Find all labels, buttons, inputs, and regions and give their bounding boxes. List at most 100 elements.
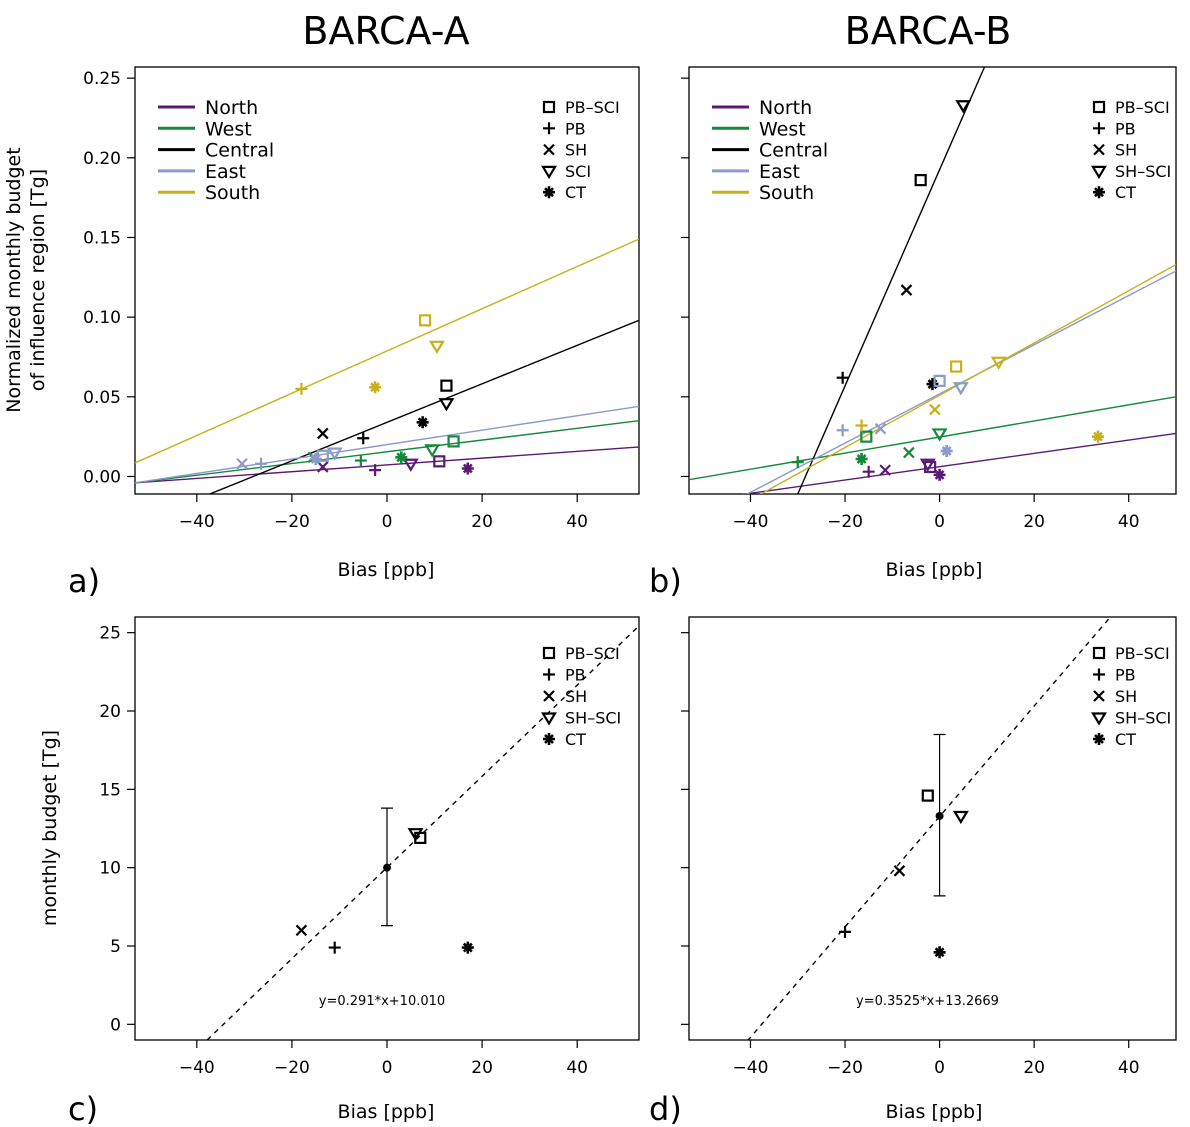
fit-line-south — [135, 238, 639, 464]
point-tri-shape — [407, 828, 424, 842]
x-tick-label: 20 — [471, 512, 493, 532]
point-west-ast-shape — [395, 451, 408, 464]
point-east-x-shape — [874, 422, 887, 435]
legend-marker-0-shape — [542, 646, 556, 660]
legend-marker-label-2: SH — [1115, 141, 1137, 160]
legend-marker-1-shape — [1093, 122, 1105, 135]
point-south-plus — [295, 382, 308, 395]
point-west-plus — [354, 454, 367, 467]
title-barca-b: BARCA-B — [845, 9, 1012, 53]
point-tri-shape — [952, 810, 969, 825]
y-tick-label: 0.25 — [83, 69, 121, 89]
point-east-plus — [255, 457, 267, 470]
x-tick-label: 40 — [566, 512, 588, 532]
legend-marker-2-shape — [1093, 143, 1105, 156]
legend-marker-label-2: SH — [565, 687, 587, 706]
point-west-tri-shape — [424, 444, 441, 458]
legend-marker-label-0: PB–SCI — [1115, 644, 1170, 663]
x-tick-label: −40 — [179, 1058, 215, 1078]
legend-marker-0 — [1092, 646, 1106, 660]
point-plus-shape — [328, 941, 341, 954]
x-tick-label: −40 — [733, 1058, 769, 1078]
legend-marker-1-shape — [543, 122, 555, 135]
point-central-sq-shape — [440, 379, 453, 392]
legend-marker-3-shape — [1091, 712, 1107, 726]
x-axis-label: Bias [ppb] — [886, 1101, 983, 1123]
legend-marker-2 — [1093, 690, 1105, 702]
legend-label-west: West — [205, 118, 252, 140]
point-south-tri — [990, 356, 1007, 370]
legend-marker-label-4: CT — [1115, 730, 1136, 749]
point-north-x — [879, 464, 891, 476]
legend-label-east: East — [205, 161, 246, 183]
legend-marker-4-shape — [543, 733, 555, 745]
legend-label-south: South — [759, 182, 814, 204]
legend-marker-0-shape — [542, 100, 556, 114]
point-east-tri — [952, 382, 969, 396]
legend-marker-4 — [543, 186, 555, 199]
legend-label-north: North — [759, 97, 812, 119]
point-central-sq — [914, 174, 927, 187]
point-north-ast — [461, 462, 474, 475]
point-west-sq — [860, 430, 873, 443]
point-east-tri — [326, 447, 343, 461]
point-north-tri — [402, 458, 419, 472]
x-tick-label: 40 — [1118, 512, 1140, 532]
point-south-tri-shape — [428, 340, 445, 354]
point-west-plus-shape — [791, 456, 804, 469]
point-central-x-shape — [900, 284, 913, 296]
fit-equation: y=0.291*x+10.010 — [319, 994, 445, 1009]
legend-marker-label-2: SH — [565, 141, 587, 160]
legend-marker-label-2: SH — [1115, 687, 1137, 706]
legend-marker-label-1: PB — [565, 119, 586, 138]
point-east-ast — [940, 444, 953, 457]
legend-marker-0 — [542, 100, 556, 114]
point-east-sq — [933, 374, 946, 387]
point-central-ast — [926, 378, 939, 391]
legend-marker-1-shape — [1093, 668, 1105, 681]
x-tick-label: 0 — [382, 1058, 393, 1078]
x-tick-label: −20 — [827, 512, 863, 532]
legend-label-west: West — [759, 118, 806, 140]
plot-area — [747, 617, 1112, 1040]
point-north-x — [317, 461, 329, 473]
legend-label-east: East — [759, 161, 800, 183]
point-west-ast — [395, 451, 408, 464]
legend-marker-3-shape — [1091, 165, 1107, 180]
x-tick-label: −40 — [179, 512, 215, 532]
point-central-tri-shape — [438, 398, 455, 412]
x-tick-label: 20 — [471, 1058, 493, 1078]
point-south-plus-shape — [855, 419, 868, 432]
point-north-tri — [919, 458, 936, 472]
legend-label-north: North — [205, 97, 258, 119]
point-central-ast — [416, 416, 429, 429]
legend-marker-3-shape — [541, 712, 557, 726]
point-east-x-shape — [236, 457, 248, 470]
point-south-sq — [950, 360, 963, 373]
fit-line-west — [135, 420, 639, 484]
point-north-tri-shape — [402, 458, 419, 472]
point-east-x — [236, 457, 248, 470]
point-central-x — [900, 284, 913, 296]
point-tri — [407, 828, 424, 842]
point-south-plus-shape — [295, 382, 308, 395]
point-x-shape — [893, 865, 906, 877]
point-south-ast — [369, 381, 382, 394]
point-ast-shape — [461, 941, 474, 954]
point-central-sq-shape — [914, 174, 927, 187]
legend-marker-4-shape — [543, 186, 555, 199]
point-east-ast — [309, 452, 322, 465]
plot-area — [206, 625, 639, 1040]
legend-marker-4 — [1093, 733, 1105, 745]
legend-marker-3 — [1091, 712, 1107, 726]
legend-marker-label-0: PB–SCI — [565, 644, 620, 663]
point-plus-shape — [839, 925, 852, 938]
panel-label: a) — [68, 562, 100, 600]
fit-line-dashed — [747, 617, 1112, 1040]
point-ast-shape — [933, 946, 946, 959]
point-x — [295, 924, 308, 937]
x-tick-label: 20 — [1023, 1058, 1045, 1078]
point-south-tri — [428, 340, 445, 354]
point-north-tri-shape — [919, 458, 936, 472]
point-south-sq — [418, 314, 432, 327]
